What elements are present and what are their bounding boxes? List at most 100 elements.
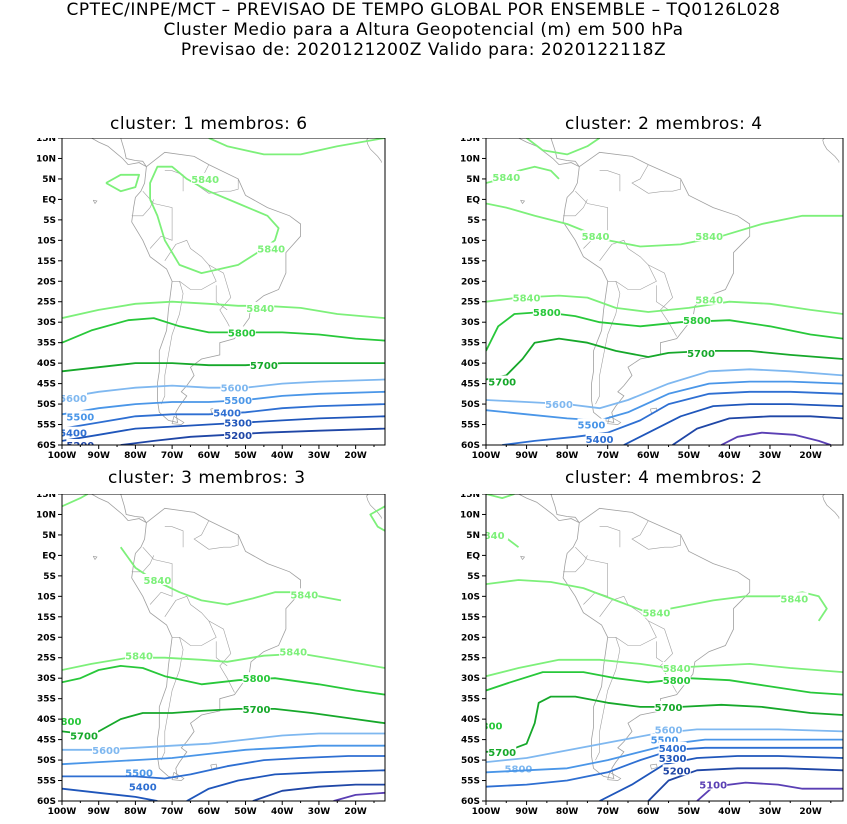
lon-tick-label: 70W	[596, 451, 619, 461]
contour-label: 5700	[250, 361, 278, 372]
lat-tick-label: 10S	[461, 236, 480, 246]
contour-5400	[486, 746, 843, 788]
lat-tick-label: 5S	[467, 572, 480, 582]
island-outline	[822, 494, 840, 519]
contour-label: 5800	[505, 764, 533, 775]
lon-tick-label: 50W	[234, 807, 257, 817]
lat-tick-label: 15N	[36, 138, 56, 144]
lat-tick-label: 60S	[461, 441, 480, 451]
lat-tick-label: 15S	[461, 257, 480, 267]
contour-label: 300	[482, 721, 503, 732]
contour-label: 5500	[224, 396, 252, 407]
lat-tick-label: 25S	[461, 654, 480, 664]
contour-label-bg	[128, 780, 157, 792]
lon-tick-label: 70W	[596, 807, 619, 817]
lon-tick-label: 90W	[87, 807, 110, 817]
contour-label-bg	[695, 230, 724, 242]
contour-label: 5400	[586, 435, 614, 446]
lat-tick-label: 10S	[461, 592, 480, 602]
contour-label-bg	[654, 723, 683, 735]
contour-label-bg	[504, 762, 533, 774]
lat-tick-label: 20S	[37, 277, 56, 287]
lon-tick-label: 100W	[48, 807, 77, 817]
contour-label-bg	[191, 172, 220, 184]
lon-tick-label: 100W	[472, 451, 501, 461]
lat-tick-label: 5N	[42, 531, 56, 541]
contour-label-bg	[242, 702, 271, 714]
contour-label: 5840	[290, 590, 318, 601]
contour-5100	[333, 791, 385, 801]
contour-label-bg	[66, 410, 95, 422]
country-border	[160, 281, 184, 405]
contour-label-bg	[62, 426, 88, 438]
country-border	[599, 595, 657, 646]
lon-tick-label: 100W	[472, 807, 501, 817]
contour-label-bg	[780, 592, 809, 604]
contour-label: 5700	[488, 378, 516, 389]
island-outline	[366, 138, 382, 163]
country-border	[164, 170, 184, 192]
lon-tick-label: 30W	[308, 807, 331, 817]
map-panel-4: cluster: 4 membros: 2 840 5840 5840 5840 580…	[424, 465, 847, 817]
lat-tick-label: 35S	[461, 339, 480, 349]
coastline-central-america	[90, 494, 147, 524]
contour-5840	[62, 652, 385, 671]
contour-label-bg	[699, 778, 728, 790]
lat-tick-label: 45S	[461, 380, 480, 390]
island-outline	[520, 199, 526, 205]
contour-label-bg	[658, 752, 687, 764]
lon-tick-label: 90W	[515, 807, 538, 817]
island-outline	[92, 199, 98, 205]
contour-label: 5800	[243, 674, 271, 685]
contour-label-bg	[687, 346, 716, 358]
lon-tick-label: 40W	[718, 451, 741, 461]
contour-label: 5400	[59, 429, 87, 440]
contour-label: 5300	[659, 754, 687, 765]
contour-label: 5500	[66, 412, 94, 423]
contour-5500	[486, 738, 843, 774]
contour-5840	[486, 202, 843, 248]
contour-label-bg	[66, 439, 95, 445]
lat-tick-label: 50S	[461, 756, 480, 766]
map-frame	[61, 494, 386, 802]
country-border	[131, 555, 155, 573]
lat-tick-label: 30S	[461, 318, 480, 328]
lon-tick-label: 50W	[678, 451, 701, 461]
lat-tick-label: 50S	[461, 400, 480, 410]
map-panel-3: cluster: 3 membros: 3 5840 5840 5840 5840 58…	[0, 465, 420, 817]
contour-label-bg	[125, 649, 154, 661]
country-border	[215, 285, 228, 311]
contour-label: 5840	[125, 652, 153, 663]
contour-label: 5800	[533, 308, 561, 319]
contour-label-bg	[658, 741, 687, 753]
contour-label: 5600	[655, 725, 683, 736]
contour-label: 5800	[228, 328, 256, 339]
contour-label-bg	[488, 745, 517, 757]
contour-label-bg	[279, 645, 308, 657]
lon-tick-label: 90W	[515, 451, 538, 461]
coastline-south-america	[131, 507, 301, 780]
lon-tick-label: 70W	[161, 807, 184, 817]
lat-tick-label: 15S	[37, 613, 56, 623]
lon-tick-label: 50W	[678, 807, 701, 817]
lat-tick-label: 25S	[37, 654, 56, 664]
contour-label: 5800	[663, 676, 691, 687]
lat-tick-label: 5N	[466, 175, 480, 185]
lat-tick-label: 15S	[461, 613, 480, 623]
contour-label-bg	[577, 418, 606, 430]
lon-tick-label: 80W	[556, 451, 579, 461]
contour-5700	[486, 695, 843, 753]
contour-label-bg	[246, 301, 275, 313]
lat-tick-label: 45S	[461, 736, 480, 746]
contour-label: 5600	[545, 400, 573, 411]
contour-label-bg	[220, 381, 249, 393]
lat-tick-label: 35S	[37, 339, 56, 349]
header-line-1: CPTEC/INPE/MCT – PREVISAO DE TEMPO GLOBA…	[66, 0, 781, 20]
contour-5500	[62, 390, 385, 416]
contour-label-bg	[695, 293, 724, 305]
contour-label-bg	[486, 528, 509, 540]
contour-label-bg	[224, 393, 253, 405]
contour-label: 5700	[70, 732, 98, 743]
contour-label: 5840	[695, 232, 723, 243]
lat-tick-label: 10N	[36, 154, 56, 164]
